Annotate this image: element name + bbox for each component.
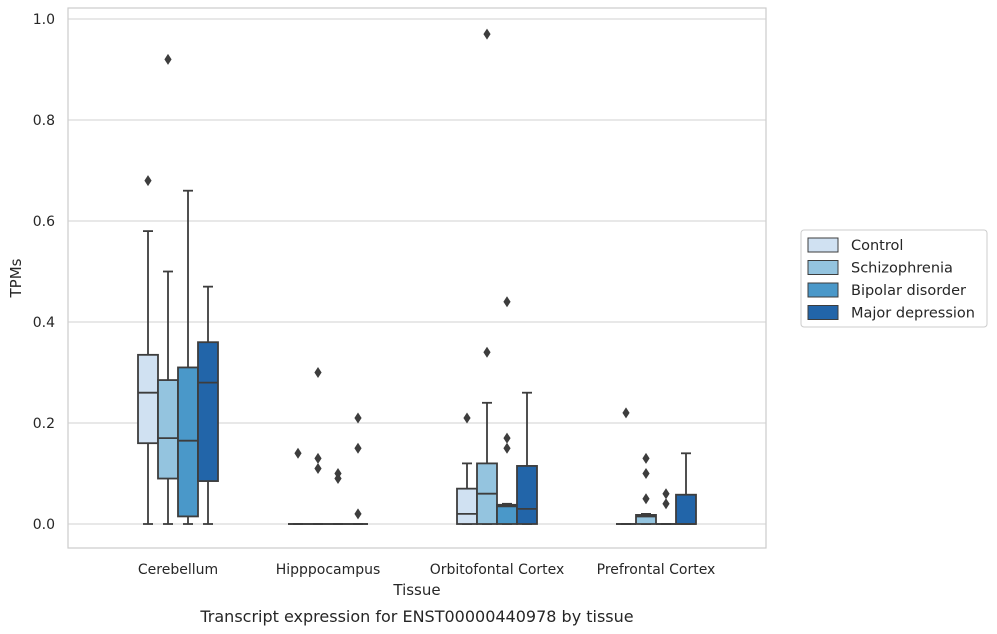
box-iqr (456, 487, 478, 525)
x-tick-label: Prefrontal Cortex (597, 562, 716, 578)
box-major-depression (675, 452, 697, 525)
outlier-point (503, 432, 511, 444)
x-tick-labels: Cerebellum Hipppocampus Orbitofontal Corte… (138, 562, 715, 578)
x-tick-label: Hipppocampus (276, 562, 381, 578)
y-tick-label: 0.8 (33, 113, 55, 129)
outlier-point (483, 346, 491, 358)
legend: Control Schizophrenia Bipolar disorder Majo… (800, 229, 988, 328)
box-control (288, 447, 308, 525)
plot-frame (67, 7, 767, 549)
box-bipolar-disorder (328, 468, 348, 525)
legend-swatch (807, 260, 839, 275)
x-tick-label: Orbitofontal Cortex (430, 562, 565, 578)
outlier-point (314, 462, 322, 474)
outlier-point (334, 473, 342, 485)
legend-label: Bipolar disorder (851, 283, 966, 299)
box-bipolar-disorder (496, 296, 518, 525)
x-tick-label: Cerebellum (138, 562, 218, 578)
outlier-point (503, 296, 511, 308)
outlier-point (662, 488, 670, 500)
outlier-point (164, 53, 172, 65)
box-iqr (197, 341, 219, 482)
box-iqr (635, 514, 657, 525)
boxes (137, 28, 697, 525)
y-tick-label: 0.4 (33, 315, 55, 331)
box-bipolar-disorder (177, 189, 199, 525)
outlier-point (642, 452, 650, 464)
legend-frame (800, 229, 988, 328)
box-iqr (675, 493, 697, 525)
x-axis-title: Tissue (392, 581, 440, 599)
y-tick-label: 0.2 (33, 416, 55, 432)
outlier-point (314, 452, 322, 464)
outlier-point (294, 447, 302, 459)
box-schizophrenia (308, 367, 328, 525)
box-iqr (177, 366, 199, 518)
outlier-point (314, 367, 322, 378)
outlier-point (483, 28, 491, 40)
legend-label: Major depression (851, 306, 975, 322)
outlier-point (354, 442, 362, 454)
y-tick-label: 0.0 (33, 517, 55, 533)
y-tick-labels: 0.0 0.2 0.4 0.6 0.8 1.0 (33, 12, 55, 533)
legend-swatch (807, 237, 839, 253)
y-tick-label: 0.6 (33, 214, 55, 230)
box-control (616, 407, 636, 525)
box-major-depression (516, 391, 538, 525)
box-schizophrenia (476, 28, 498, 525)
box-iqr (137, 353, 159, 445)
outlier-point (463, 412, 471, 424)
box-major-depression (197, 285, 219, 525)
outlier-point (354, 508, 362, 520)
outlier-point (144, 175, 152, 187)
box-bipolar-disorder (656, 488, 676, 525)
legend-swatch (807, 282, 839, 298)
legend-label: Schizophrenia (851, 261, 953, 277)
y-tick-label: 1.0 (33, 12, 55, 28)
chart-caption: Transcript expression for ENST0000044097… (199, 607, 633, 626)
box-control (137, 175, 159, 525)
outlier-point (503, 442, 511, 454)
y-axis-title: TPMs (7, 258, 25, 298)
box-iqr (496, 503, 518, 525)
outlier-point (662, 498, 670, 510)
outlier-point (622, 407, 630, 419)
outlier-point (642, 468, 650, 479)
outlier-point (642, 493, 650, 505)
legend-label: Control (851, 238, 903, 254)
legend-swatch (807, 305, 839, 320)
outlier-point (354, 412, 362, 424)
box-major-depression (348, 412, 368, 525)
box-iqr (516, 465, 538, 525)
box-iqr (157, 379, 179, 480)
box-schizophrenia (635, 452, 657, 525)
